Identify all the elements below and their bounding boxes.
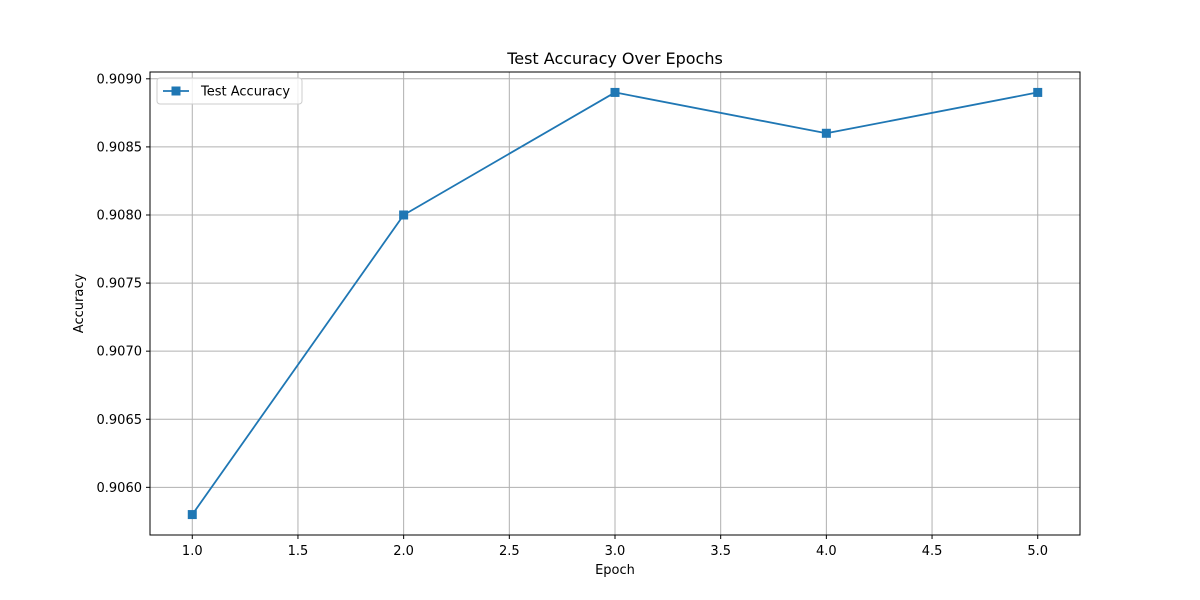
x-tick-label: 4.0 (816, 544, 837, 559)
data-point (187, 510, 197, 520)
legend-swatch-marker (171, 86, 181, 96)
x-tick-label: 3.0 (605, 544, 626, 559)
y-tick-label: 0.9065 (97, 413, 143, 428)
chart-title: Test Accuracy Over Epochs (506, 49, 723, 68)
legend-label: Test Accuracy (200, 85, 290, 100)
x-tick-label: 4.5 (922, 544, 943, 559)
x-tick-label: 1.5 (288, 544, 309, 559)
y-tick-label: 0.9090 (97, 72, 143, 87)
legend: Test Accuracy (156, 77, 303, 105)
x-tick-label: 3.5 (710, 544, 731, 559)
x-tick-label: 1.0 (182, 544, 203, 559)
x-tick-label: 2.5 (499, 544, 520, 559)
legend-box (156, 77, 303, 105)
y-axis-title: Accuracy (72, 274, 87, 334)
data-point (610, 87, 620, 97)
data-point (821, 128, 831, 138)
y-tick-label: 0.9080 (97, 208, 143, 223)
x-tick-label: 2.0 (393, 544, 414, 559)
y-tick-label: 0.9070 (97, 345, 143, 360)
x-tick-label: 5.0 (1027, 544, 1048, 559)
series-layer (187, 87, 1043, 520)
grid (150, 72, 1080, 535)
ticks: 1.0 1.5 2.0 2.5 3.0 3.5 4.0 4.5 5.0 0.9060 0.9065 0… (97, 72, 1049, 559)
data-point (1033, 87, 1043, 97)
x-axis-title: Epoch (595, 563, 635, 578)
data-point (399, 210, 409, 220)
y-tick-label: 0.9075 (97, 277, 143, 292)
y-tick-label: 0.9060 (97, 481, 143, 496)
y-tick-label: 0.9085 (97, 140, 143, 155)
